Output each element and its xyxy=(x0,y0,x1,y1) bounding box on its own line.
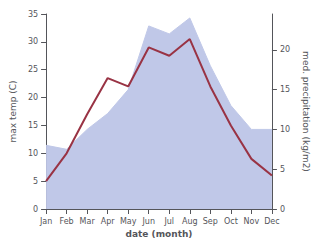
svg-text:May: May xyxy=(120,217,137,226)
svg-text:30: 30 xyxy=(28,37,38,46)
svg-text:20: 20 xyxy=(28,93,38,102)
svg-text:25: 25 xyxy=(28,65,38,74)
svg-text:Aug: Aug xyxy=(182,217,198,226)
svg-text:Jul: Jul xyxy=(163,217,174,226)
svg-text:Nov: Nov xyxy=(244,217,260,226)
svg-text:Jan: Jan xyxy=(39,217,52,226)
svg-text:15: 15 xyxy=(28,121,38,130)
svg-text:0: 0 xyxy=(33,205,38,214)
svg-text:Dec: Dec xyxy=(264,217,279,226)
svg-text:35: 35 xyxy=(28,10,38,19)
svg-text:10: 10 xyxy=(280,125,290,134)
svg-text:Apr: Apr xyxy=(101,217,116,226)
svg-text:Jun: Jun xyxy=(141,217,155,226)
svg-text:Sep: Sep xyxy=(203,217,218,226)
svg-text:max temp (C): max temp (C) xyxy=(8,80,18,142)
svg-text:10: 10 xyxy=(28,149,38,158)
svg-text:date (month): date (month) xyxy=(126,229,193,239)
svg-text:med. precipitation (kg/m2): med. precipitation (kg/m2) xyxy=(301,51,311,172)
svg-text:15: 15 xyxy=(280,85,290,94)
svg-text:Feb: Feb xyxy=(60,217,74,226)
svg-text:5: 5 xyxy=(280,165,285,174)
svg-text:Oct: Oct xyxy=(224,217,238,226)
svg-text:0: 0 xyxy=(280,205,285,214)
svg-text:Mar: Mar xyxy=(80,217,96,226)
svg-text:5: 5 xyxy=(33,177,38,186)
svg-text:20: 20 xyxy=(280,45,290,54)
